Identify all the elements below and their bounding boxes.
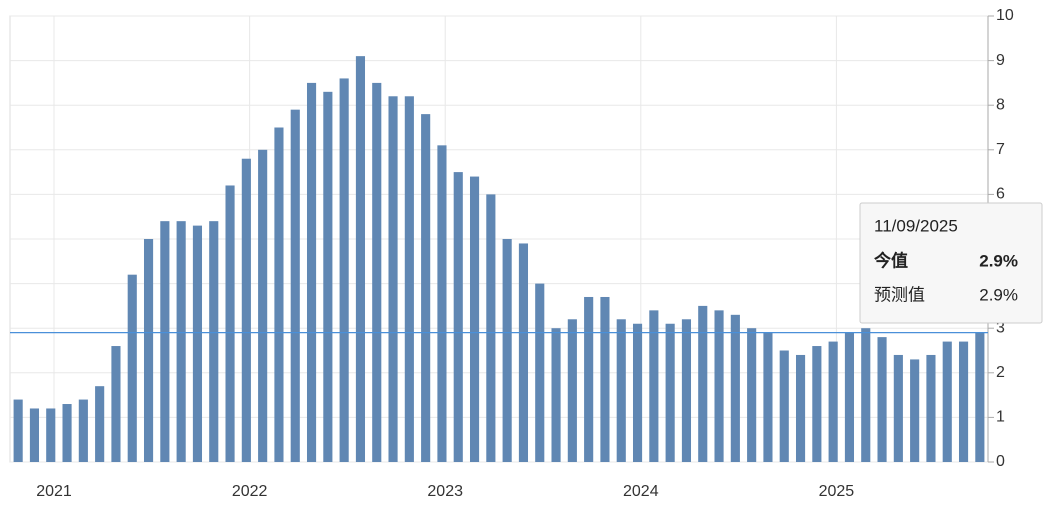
bar (95, 386, 105, 462)
bar (453, 172, 463, 462)
y-tick-label: 7 (996, 141, 1005, 158)
y-tick-label: 6 (996, 186, 1005, 203)
x-tick-label: 2024 (623, 483, 659, 500)
bar (323, 91, 333, 462)
bar (681, 319, 692, 462)
tooltip: 11/09/2025 今值 2.9% 预测值 2.9% (859, 202, 1043, 324)
bar (404, 96, 414, 462)
bar (225, 185, 235, 463)
bar (111, 346, 121, 462)
bar (209, 221, 219, 462)
bar (779, 350, 789, 462)
bar (958, 341, 969, 462)
x-tick-label: 2025 (819, 483, 855, 500)
bar (828, 341, 838, 462)
x-tick-label: 2022 (232, 483, 268, 500)
y-tick-label: 10 (996, 7, 1014, 24)
x-tick-label: 2023 (427, 483, 463, 500)
tooltip-value: 2.9% (979, 285, 1018, 304)
bar (502, 239, 512, 462)
bar (567, 319, 577, 462)
bar (649, 310, 659, 462)
bar (62, 404, 72, 462)
bar (339, 78, 349, 462)
tooltip-box (859, 202, 1043, 324)
bar (518, 243, 529, 462)
bar (551, 328, 561, 462)
y-tick-label: 8 (996, 96, 1005, 113)
bar (469, 176, 480, 462)
bar (632, 323, 643, 462)
bar (388, 96, 398, 462)
y-tick-label: 3 (996, 319, 1005, 336)
bar (160, 221, 170, 462)
bar (926, 354, 936, 462)
bar (486, 194, 496, 462)
bar (29, 408, 40, 462)
bar (665, 323, 675, 462)
bar (192, 225, 203, 462)
bar (714, 310, 724, 462)
bar (355, 56, 366, 462)
bar (258, 149, 268, 463)
bar (437, 145, 447, 462)
bar (975, 332, 985, 462)
y-tick-label: 9 (996, 52, 1005, 69)
bar (763, 332, 773, 462)
bar (274, 127, 284, 462)
tooltip-label: 今值 (874, 250, 908, 270)
bar (372, 82, 382, 463)
bar (910, 359, 920, 462)
bar (78, 399, 88, 462)
bar (747, 328, 757, 462)
bar (143, 239, 154, 462)
y-tick-label: 2 (996, 364, 1005, 381)
bar (241, 158, 251, 462)
tooltip-date: 11/09/2025 (874, 216, 958, 235)
bar (795, 354, 806, 462)
bar (535, 283, 545, 462)
bar (46, 408, 56, 462)
x-tick-label: 2021 (36, 483, 72, 500)
bar (176, 221, 186, 462)
bar (13, 399, 23, 462)
y-tick-label: 0 (996, 453, 1005, 470)
bar (698, 305, 708, 462)
tooltip-label: 预测值 (874, 285, 925, 304)
tooltip-value: 2.9% (979, 251, 1018, 270)
bar (877, 337, 887, 462)
bar (942, 341, 952, 462)
bar (812, 346, 822, 462)
bar (600, 296, 610, 462)
bar (844, 332, 855, 462)
bar (584, 296, 594, 462)
bar (306, 82, 317, 463)
bar (421, 114, 431, 463)
y-tick-label: 1 (996, 409, 1005, 426)
bar (861, 328, 871, 462)
bar (127, 274, 137, 462)
bar (290, 109, 300, 462)
bar (730, 314, 740, 462)
bar (616, 319, 626, 462)
bar (893, 354, 903, 462)
